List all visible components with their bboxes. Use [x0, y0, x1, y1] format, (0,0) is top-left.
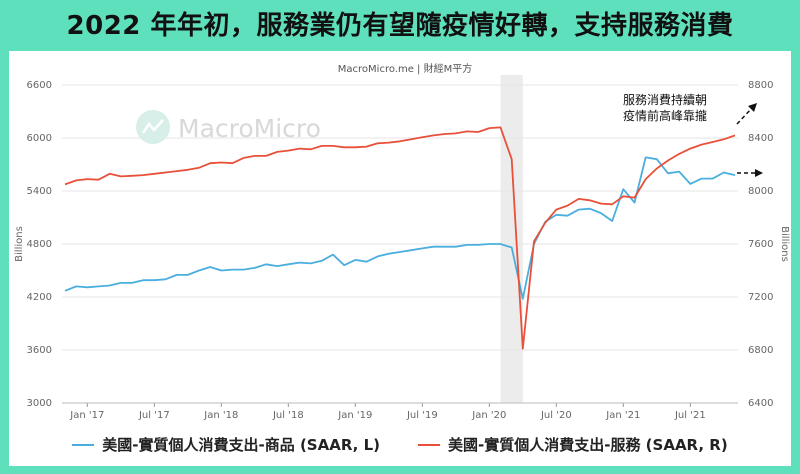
page-title: 2022 年年初，服務業仍有望隨疫情好轉，支持服務消費 [66, 10, 734, 41]
right-axis-label: Billions [779, 226, 790, 262]
shaded-band [500, 75, 523, 403]
services-arrow-head [748, 103, 757, 112]
legend-swatch-goods [72, 443, 95, 446]
annotation-line-1: 服務消費持續朝 [623, 92, 707, 107]
right-axis-tick-label: 8400 [748, 133, 773, 144]
title-bar: 2022 年年初，服務業仍有望隨疫情好轉，支持服務消費 [0, 0, 800, 46]
x-axis-tick-label: Jan '21 [605, 410, 640, 421]
series-layer [64, 126, 736, 350]
x-axis-tick-label: Jan '19 [337, 410, 372, 421]
left-axis-tick-label: 3000 [27, 398, 52, 409]
right-axis-tick-label: 8800 [748, 80, 773, 91]
right-axis-tick-label: 6400 [748, 398, 773, 409]
left-axis-tick-label: 3600 [27, 345, 52, 356]
goods-arrow-head [755, 169, 763, 177]
watermark-text: MacroMicro [178, 114, 321, 143]
x-axis-tick-label: Jul '19 [406, 410, 438, 421]
left-axis-tick-label: 6000 [27, 133, 52, 144]
left-axis-tick-label: 6600 [27, 80, 52, 91]
right-axis-tick-label: 6800 [748, 345, 773, 356]
legend-label-services: 美國-實質個人消費支出-服務 (SAAR, R) [448, 436, 728, 454]
right-axis-tick-label: 7600 [748, 239, 773, 250]
legend-item-services[interactable]: 美國-實質個人消費支出-服務 (SAAR, R) [418, 434, 728, 455]
source-label: MacroMicro.me | 財經M平方 [338, 62, 472, 75]
annotation: 服務消費持續朝 疫情前高峰靠攏 [623, 92, 763, 177]
x-axis-tick-label: Jul '21 [674, 410, 706, 421]
macromicro-watermark: MacroMicro [136, 110, 321, 144]
series-line-services [64, 126, 736, 350]
shaded-band-layer [500, 75, 523, 403]
legend-label-goods: 美國-實質個人消費支出-商品 (SAAR, L) [102, 436, 380, 454]
legend: 美國-實質個人消費支出-商品 (SAAR, L) 美國-實質個人消費支出-服務 … [0, 434, 800, 455]
left-axis-tick-label: 4200 [27, 292, 52, 303]
legend-item-goods[interactable]: 美國-實質個人消費支出-商品 (SAAR, L) [72, 434, 380, 455]
right-axis-tick-label: 7200 [748, 292, 773, 303]
x-axis-tick-label: Jan '20 [471, 410, 506, 421]
annotation-line-2: 疫情前高峰靠攏 [623, 108, 707, 123]
x-axis-tick-label: Jan '18 [203, 410, 238, 421]
right-axis-tick-label: 8000 [748, 186, 773, 197]
left-axis-tick-label: 4800 [27, 239, 52, 250]
axis-layer: 3000 3600 4200 4800 5400 6000 6600 6400 6800 7200… [14, 80, 790, 421]
left-axis-tick-label: 5400 [27, 186, 52, 197]
x-axis-tick-label: Jan '17 [69, 410, 104, 421]
services-arrow-shaft [736, 107, 753, 125]
legend-swatch-services [418, 443, 440, 446]
left-axis-label: Billions [14, 226, 25, 262]
x-axis-tick-label: Jul '20 [540, 410, 572, 421]
x-axis-tick-label: Jul '17 [138, 410, 170, 421]
series-line-goods [64, 156, 736, 300]
x-axis-tick-label: Jul '18 [272, 410, 304, 421]
